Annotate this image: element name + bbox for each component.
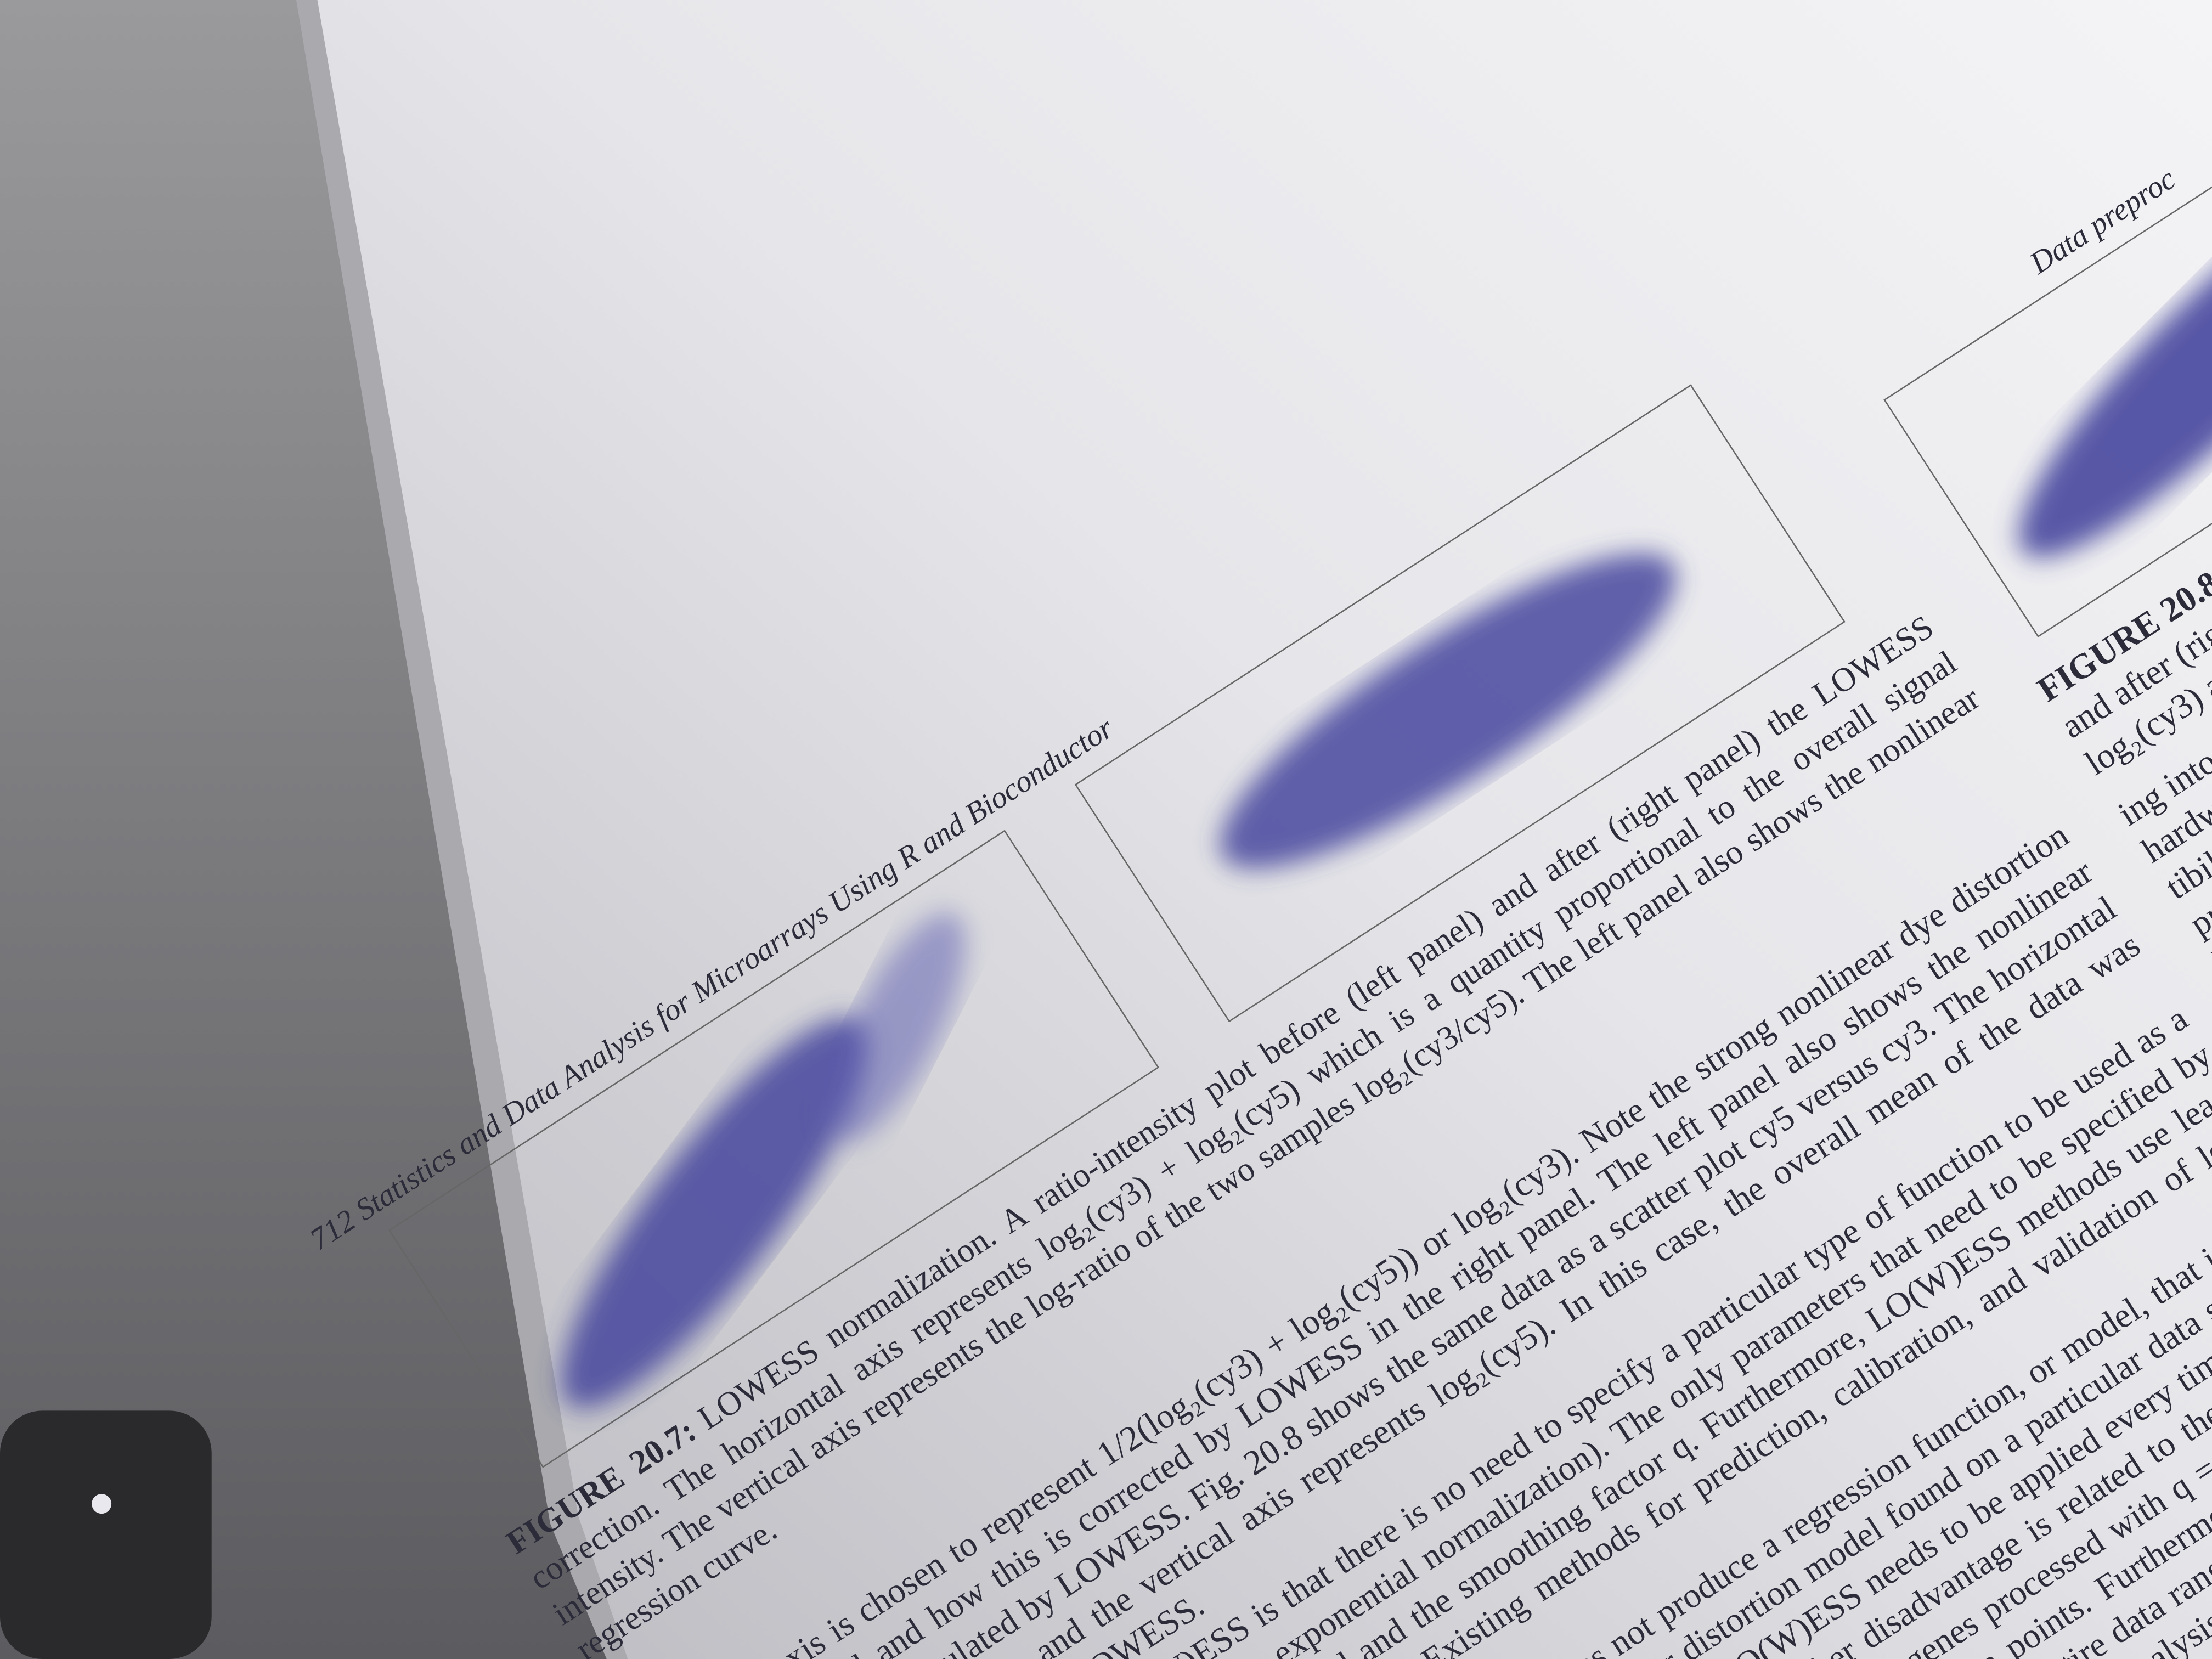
left-page: 712 Statistics and Data Analysis for Mic… (303, 306, 2212, 1659)
device (0, 1410, 212, 1659)
figure-panel (1883, 76, 2212, 637)
panel-frame (1074, 384, 1846, 1023)
scatter-cloud (1220, 553, 1677, 868)
right-page: Data preproc FIGURE 20.8:LOWESand after … (1834, 0, 2212, 981)
figure-panels (388, 384, 1846, 1468)
panel-frame (388, 830, 1160, 1468)
device-light (92, 1494, 112, 1514)
scatter-cloud (561, 1017, 867, 1408)
scatter-cloud (2018, 168, 2212, 558)
panel-frame (1883, 76, 2212, 637)
scatter-cloud (827, 912, 966, 1142)
